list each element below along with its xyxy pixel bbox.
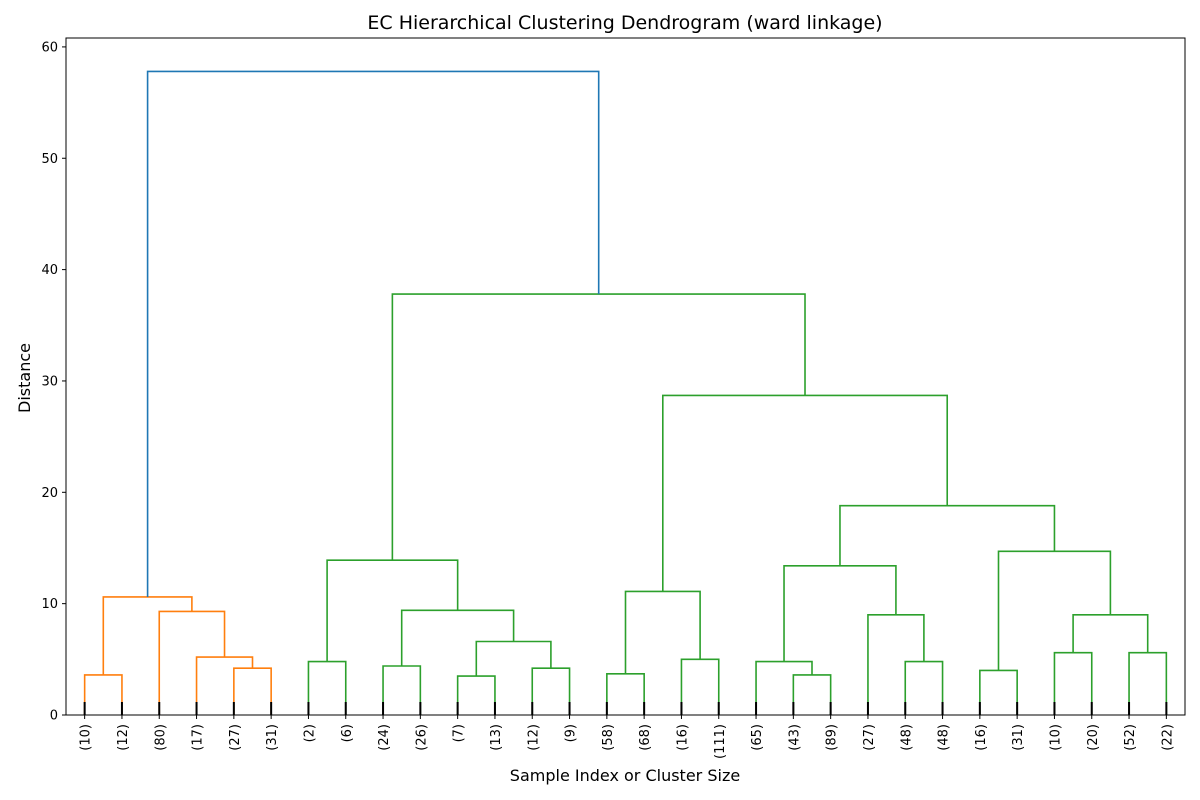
- leaf-label: (12): [116, 724, 131, 751]
- dendrogram-link: [1053, 651, 1093, 715]
- y-tick-label: 0: [50, 709, 58, 724]
- dendrogram-link: [382, 665, 422, 715]
- x-axis: (10) (12) (80) (17) (27) (31) (2) (6) (24) (26) (7…: [79, 715, 1175, 759]
- leaf-label: (6): [340, 724, 355, 742]
- dendrogram-link: [1072, 613, 1149, 653]
- dendrogram-links: [83, 70, 1168, 715]
- dendrogram-link: [456, 675, 496, 715]
- dendrogram-link: [979, 669, 1018, 715]
- dendrogram-link: [680, 658, 720, 715]
- dendrogram-link: [475, 640, 552, 677]
- leaf-label: (80): [153, 724, 168, 751]
- leaf-label: (9): [564, 724, 579, 742]
- dendrogram-link: [307, 660, 347, 715]
- leaf-label: (68): [638, 724, 653, 751]
- x-axis-title: Sample Index or Cluster Size: [510, 766, 740, 785]
- leaf-label: (22): [1160, 724, 1175, 751]
- dendrogram-link: [158, 610, 226, 715]
- dendrogram-link: [195, 656, 254, 715]
- leaf-label: (16): [974, 724, 989, 751]
- dendrogram-link: [1128, 651, 1168, 715]
- leaf-label: (31): [265, 724, 280, 751]
- dendrogram-link: [233, 667, 272, 715]
- y-tick-label: 40: [41, 263, 58, 278]
- dendrogram-link: [83, 674, 123, 715]
- dendrogram-link: [400, 609, 515, 667]
- y-tick-label: 30: [41, 374, 58, 389]
- dendrogram-link: [102, 596, 193, 675]
- leaf-label: (16): [675, 724, 690, 751]
- leaf-label: (27): [862, 724, 877, 751]
- leaf-label: (12): [526, 724, 541, 751]
- leaf-label: (20): [1086, 724, 1101, 751]
- leaf-label: (2): [302, 724, 317, 742]
- leaf-label: (13): [489, 724, 504, 751]
- leaf-label: (43): [787, 724, 802, 751]
- leaf-label: (65): [750, 724, 765, 751]
- leaf-markers: [83, 702, 1168, 715]
- dendrogram-link: [783, 564, 897, 662]
- dendrogram-link: [391, 293, 806, 561]
- leaf-label: (48): [899, 724, 914, 751]
- dendrogram-link: [867, 613, 925, 715]
- leaf-label: (31): [1011, 724, 1026, 751]
- plot-frame: [65, 37, 1186, 716]
- chart-title: EC Hierarchical Clustering Dendrogram (w…: [367, 12, 882, 34]
- leaf-label: (89): [825, 724, 840, 751]
- dendrogram-link: [839, 504, 1056, 566]
- leaf-label: (58): [601, 724, 616, 751]
- y-tick-label: 60: [41, 40, 58, 55]
- dendrogram-link: [904, 660, 944, 715]
- leaf-label: (27): [228, 724, 243, 751]
- leaf-label: (111): [713, 724, 728, 759]
- dendrogram-link: [531, 667, 571, 715]
- dendrogram-link: [146, 70, 600, 597]
- y-axis-title: Distance: [15, 343, 34, 413]
- leaf-label: (26): [414, 724, 429, 751]
- dendrogram-link: [755, 660, 813, 715]
- y-axis: 0 10 20 30 40 50 60: [41, 40, 66, 724]
- leaf-label: (48): [937, 724, 952, 751]
- dendrogram-link: [662, 394, 949, 592]
- leaf-label: (52): [1123, 724, 1138, 751]
- dendrogram-link: [606, 673, 645, 715]
- leaf-label: (7): [452, 724, 467, 742]
- leaf-label: (10): [1048, 724, 1063, 751]
- y-tick-label: 20: [41, 486, 58, 501]
- y-tick-label: 10: [41, 597, 58, 612]
- leaf-label: (17): [191, 724, 206, 751]
- dendrogram-link: [624, 590, 701, 674]
- leaf-label: (10): [79, 724, 94, 751]
- y-tick-label: 50: [41, 152, 58, 167]
- dendrogram-link: [792, 674, 832, 715]
- leaf-label: (24): [377, 724, 392, 751]
